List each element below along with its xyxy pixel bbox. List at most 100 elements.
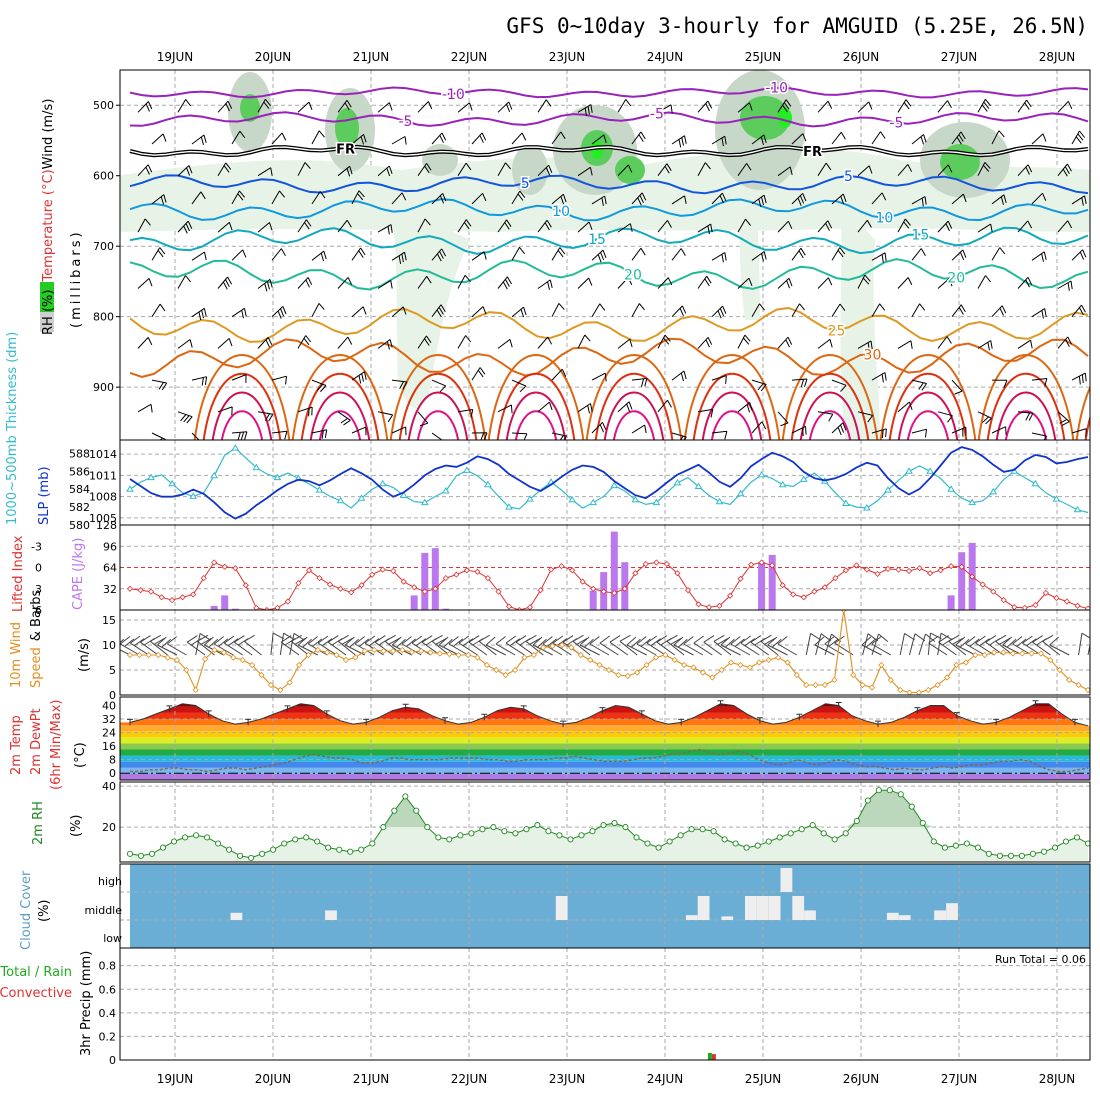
wind10m-marker — [991, 649, 998, 656]
isotherm-label: -5 — [889, 116, 903, 132]
precip-total-label: Total / Rain — [0, 965, 72, 980]
rh2m-marker — [1040, 848, 1048, 855]
rh2m-marker — [886, 787, 893, 794]
wind-barb — [657, 163, 672, 176]
wind-barb — [497, 339, 513, 349]
wind-barb — [911, 428, 927, 438]
rh-label: RH (%) — [41, 290, 56, 335]
cloud-block — [230, 912, 243, 920]
wind-barb — [991, 426, 1007, 435]
wind-barb — [791, 425, 807, 437]
wind-barb — [391, 306, 407, 318]
rh2m-marker — [787, 830, 794, 837]
lifted-index-marker — [400, 578, 407, 585]
isotherm-label: -5 — [398, 114, 412, 130]
lifted-index-marker — [569, 567, 576, 574]
wind10m-marker — [1075, 681, 1082, 689]
lifted-index-marker — [200, 575, 207, 582]
rh2m-high-area — [130, 790, 1088, 828]
wind-barb — [737, 277, 753, 289]
wind10m-barb — [270, 632, 285, 656]
wind10m-marker — [1047, 656, 1054, 664]
lifted-index-marker — [716, 602, 723, 609]
cloud-level-low: low — [103, 932, 122, 945]
rh2m-marker — [424, 824, 431, 831]
wind10m-marker — [530, 651, 537, 659]
wind-barb — [1057, 280, 1073, 291]
date-label-bottom: 23JUN — [549, 1072, 586, 1086]
wind-barb — [257, 279, 273, 292]
rh2m-tick-label: 20 — [102, 821, 116, 834]
lifted-index-axis-label: Lifted Index — [11, 535, 26, 612]
isotherm--5 — [129, 111, 1089, 128]
cape-tick-label: 64 — [103, 562, 117, 575]
diurnal-surface-arches — [193, 354, 1090, 440]
wind10m-marker — [821, 681, 829, 689]
cape-bar — [589, 590, 597, 610]
wind10m-barb — [720, 636, 741, 656]
thickness-tick-label: 582 — [69, 501, 90, 514]
isotherm-label: 10 — [876, 211, 894, 227]
cloud-blocks — [230, 868, 958, 920]
precip-axis: 0 0.2 0.4 0.6 0.8 — [99, 960, 117, 1067]
wind-barb — [551, 432, 568, 440]
lifted-index-marker — [916, 565, 923, 572]
wind-barb — [617, 164, 633, 177]
wind10m-axis: 0 5 10 15 — [102, 614, 116, 702]
diurnal-arch — [897, 391, 959, 440]
rh-shading — [120, 70, 1090, 440]
wind10m-marker — [465, 651, 472, 659]
lifted-index-tick-label: -3 — [31, 540, 42, 553]
wind-barb — [831, 193, 847, 205]
wind-barb — [777, 277, 793, 289]
wind-barb — [417, 163, 432, 176]
rh2m-marker — [974, 844, 981, 851]
diurnal-arch — [398, 372, 478, 440]
slp-tick-label: 1008 — [89, 491, 117, 504]
wind10m-barb — [646, 635, 666, 656]
wind10m-speed-word: Speed — [29, 647, 44, 688]
wind10m-marker — [211, 646, 218, 654]
wind-barb — [471, 432, 488, 440]
wind10m-marker — [371, 646, 378, 654]
wind10m-marker — [906, 689, 913, 695]
wind10m-marker — [342, 656, 350, 664]
wind10m-barb — [572, 634, 591, 656]
wind-barb — [417, 411, 429, 427]
wind-barb — [231, 374, 247, 383]
temp2m-minmax-tick — [1032, 700, 1039, 707]
lifted-index-marker — [1042, 589, 1049, 597]
wind10m-barb — [485, 636, 506, 656]
cloud-block — [946, 903, 958, 920]
wind10m-barb — [344, 636, 366, 656]
rh2m-marker — [622, 824, 629, 831]
wind10m-marker — [812, 681, 819, 689]
thickness-marker — [357, 494, 366, 501]
wind-barb — [471, 367, 486, 381]
cloud-cover-axis-label: Cloud Cover — [19, 870, 34, 950]
temp2m-grid — [120, 697, 1090, 780]
date-label-bottom: 21JUN — [353, 1072, 390, 1086]
wind10m-barb — [626, 636, 647, 656]
wind-barb — [337, 219, 352, 233]
rh2m-marker — [501, 828, 508, 835]
wind10m-barb — [1078, 632, 1090, 656]
wind10m-marker — [915, 689, 922, 695]
wind10m-marker — [230, 654, 237, 661]
wind-barb — [311, 429, 328, 439]
wind10m-label-line: 10m Wind — [9, 622, 24, 688]
thickness-marker — [652, 498, 661, 506]
wind10m-marker — [173, 656, 181, 664]
wind10m-barb — [636, 636, 657, 656]
wind10m-marker — [1009, 650, 1016, 657]
wind-barb — [297, 277, 313, 289]
wind10m-marker — [897, 686, 904, 694]
wind-barb — [431, 432, 443, 440]
wind-barb — [457, 162, 472, 176]
cape-axis-label: CAPE (J/kg) — [71, 538, 86, 610]
lifted-index-marker — [137, 587, 144, 594]
rh-shading-plume — [390, 200, 470, 409]
wind10m-marker — [793, 671, 800, 679]
wind-barb — [617, 277, 633, 289]
slp-axis-label: SLP (mb) — [37, 466, 52, 525]
